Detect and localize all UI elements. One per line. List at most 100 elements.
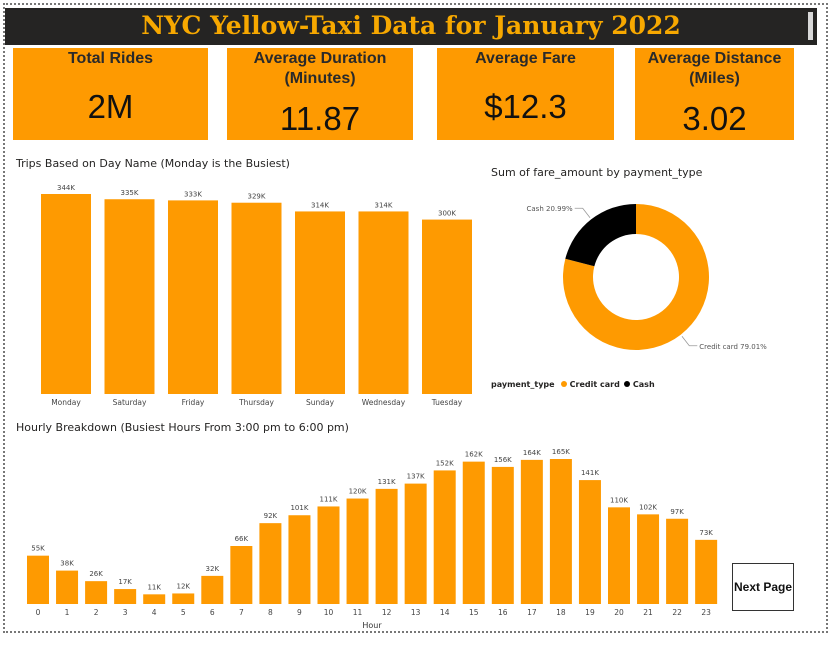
bar [27,555,49,604]
kpi-value: 3.02 [682,100,747,137]
bar [520,459,543,604]
kpi-label: Average Fare [475,50,576,67]
scroll-indicator[interactable] [808,12,813,40]
data-label: 333K [184,190,202,198]
x-tick-label: Sunday [306,398,335,407]
kpi-card-total-rides: Total Rides 2M [13,48,208,140]
bar [433,470,456,604]
data-label: 314K [311,201,329,209]
x-tick-label: 14 [440,608,450,617]
data-label: 344K [57,184,75,192]
bar [422,219,472,394]
bar [172,593,195,604]
data-label: 102K [639,503,657,511]
data-label: 38K [60,560,74,568]
hour-bar-chart: 55K 0 38K 1 26K 2 17K 3 11K 4 12K 5 32K 6 66K 7 92K 8 101K… [27,448,718,630]
bar [259,523,282,604]
data-label: Cash 20.99% [527,205,574,213]
bar [346,498,369,604]
legend-title: payment_type [491,380,555,389]
data-label: Credit card 79.01% [699,343,767,351]
bar [230,546,253,604]
bar [462,461,485,604]
legend-swatch-credit-card [561,381,568,387]
bar [114,589,137,604]
data-label: 111K [320,495,338,503]
x-tick-label: 3 [123,608,128,617]
data-label: 17K [118,578,132,586]
x-tick-label: 4 [152,608,157,617]
x-tick-label: 18 [556,608,566,617]
data-label: 12K [177,582,191,590]
bar [317,506,340,604]
x-tick-label: 16 [498,608,508,617]
kpi-card-average-distance: Average Distance (Miles) 3.02 [635,48,794,140]
x-tick-label: 20 [614,608,624,617]
title-bar: NYC Yellow-Taxi Data for January 2022 [5,8,817,45]
x-tick-label: Wednesday [362,398,406,407]
x-tick-label: 12 [382,608,392,617]
bar [578,480,601,604]
bar [288,515,311,604]
next-page-button[interactable]: Next Page [732,563,794,611]
report-frame [3,3,828,633]
legend-item-credit-card[interactable]: Credit card [569,380,620,389]
x-tick-label: Saturday [113,398,147,407]
donut-legend: payment_type Credit card Cash [491,380,655,389]
bar [491,466,514,604]
data-label: 110K [610,496,628,504]
data-label: 101K [290,504,308,512]
data-label: 73K [699,529,713,537]
data-label: 141K [581,469,599,477]
x-tick-label: 21 [643,608,653,617]
bar [637,514,660,604]
bar [85,581,108,604]
kpi-value: 11.87 [279,100,361,137]
x-tick-label: 15 [469,608,479,617]
x-axis-label: Hour [362,621,382,630]
payment-chart-title: Sum of fare_amount by payment_type [491,166,703,179]
leader-line [574,207,591,218]
data-label: 131K [378,478,396,486]
bar [201,575,224,604]
x-tick-label: Monday [51,398,81,407]
data-label: 55K [31,545,45,553]
data-label: 92K [264,512,278,520]
x-tick-label: 10 [324,608,334,617]
data-label: 26K [89,570,103,578]
x-tick-label: Thursday [238,398,274,407]
legend-item-cash[interactable]: Cash [632,380,655,389]
kpi-label: Total Rides [67,50,154,67]
kpi-value: $12.3 [484,88,567,125]
hour-chart-title: Hourly Breakdown (Busiest Hours From 3:0… [16,421,349,434]
x-tick-label: Tuesday [431,398,463,407]
kpi-label: Average Duration (Minutes) [253,50,387,87]
x-tick-label: 7 [239,608,244,617]
data-label: 329K [248,193,266,201]
x-tick-label: 11 [353,608,363,617]
data-label: 66K [235,535,249,543]
page-title: NYC Yellow-Taxi Data for January 2022 [141,11,681,40]
data-label: 165K [552,448,570,456]
x-tick-label: 19 [585,608,595,617]
x-tick-label: 22 [672,608,682,617]
kpi-card-average-fare: Average Fare $12.3 [437,48,614,140]
x-tick-label: 13 [411,608,421,617]
kpi-label: Average Distance (Miles) [647,50,782,87]
data-label: 156K [494,456,512,464]
x-tick-label: 2 [94,608,99,617]
x-tick-label: 17 [527,608,537,617]
x-tick-label: 5 [181,608,186,617]
payment-donut-chart: Credit card 79.01% Cash 20.99% [527,204,767,351]
x-tick-label: 0 [36,608,41,617]
bar [168,200,218,394]
bar [549,459,572,604]
donut-slice [565,204,636,267]
x-tick-label: Friday [182,398,205,407]
bar [358,211,409,394]
x-tick-label: 8 [268,608,273,617]
data-label: 11K [147,583,161,591]
donut-slice [563,204,709,350]
bar [56,570,79,604]
data-label: 32K [206,565,220,573]
